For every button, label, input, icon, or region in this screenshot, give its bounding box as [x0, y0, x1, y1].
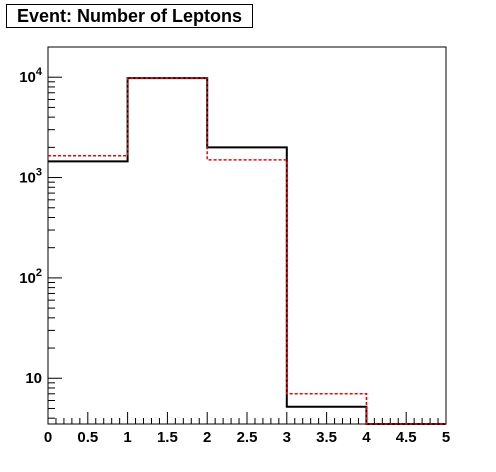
- y-minor-ticks: [48, 46, 55, 419]
- x-tick-label: 5: [442, 429, 450, 446]
- histogram-series-1: [48, 77, 446, 425]
- x-tick-label: 4.5: [396, 429, 417, 446]
- x-tick-label: 0.5: [77, 429, 98, 446]
- y-tick-label: 10: [25, 370, 42, 387]
- y-major-ticks: [48, 76, 62, 379]
- x-tick-label: 2: [203, 429, 211, 446]
- plot-frame: [47, 46, 447, 425]
- x-tick-label: 0: [44, 429, 52, 446]
- chart-title: Event: Number of Leptons: [6, 4, 254, 28]
- x-tick-label: 3: [283, 429, 291, 446]
- x-tick-label: 2.5: [237, 429, 258, 446]
- x-ticks: [47, 412, 447, 424]
- y-tick-label: 104: [19, 66, 43, 86]
- y-tick-label: 103: [19, 167, 42, 187]
- series-layer: [48, 77, 446, 425]
- x-tick-label: 4: [362, 429, 371, 446]
- x-tick-labels: 0 0.5 1 1.5 2 2.5 3 3.5 4 4.5 5: [44, 429, 450, 446]
- y-tick-labels: 10 102 103 104: [19, 66, 43, 387]
- histogram-series-2: [48, 77, 446, 425]
- x-tick-label: 1: [123, 429, 131, 446]
- x-tick-label: 3.5: [316, 429, 337, 446]
- x-tick-label: 1.5: [157, 429, 178, 446]
- y-tick-label: 102: [19, 267, 42, 287]
